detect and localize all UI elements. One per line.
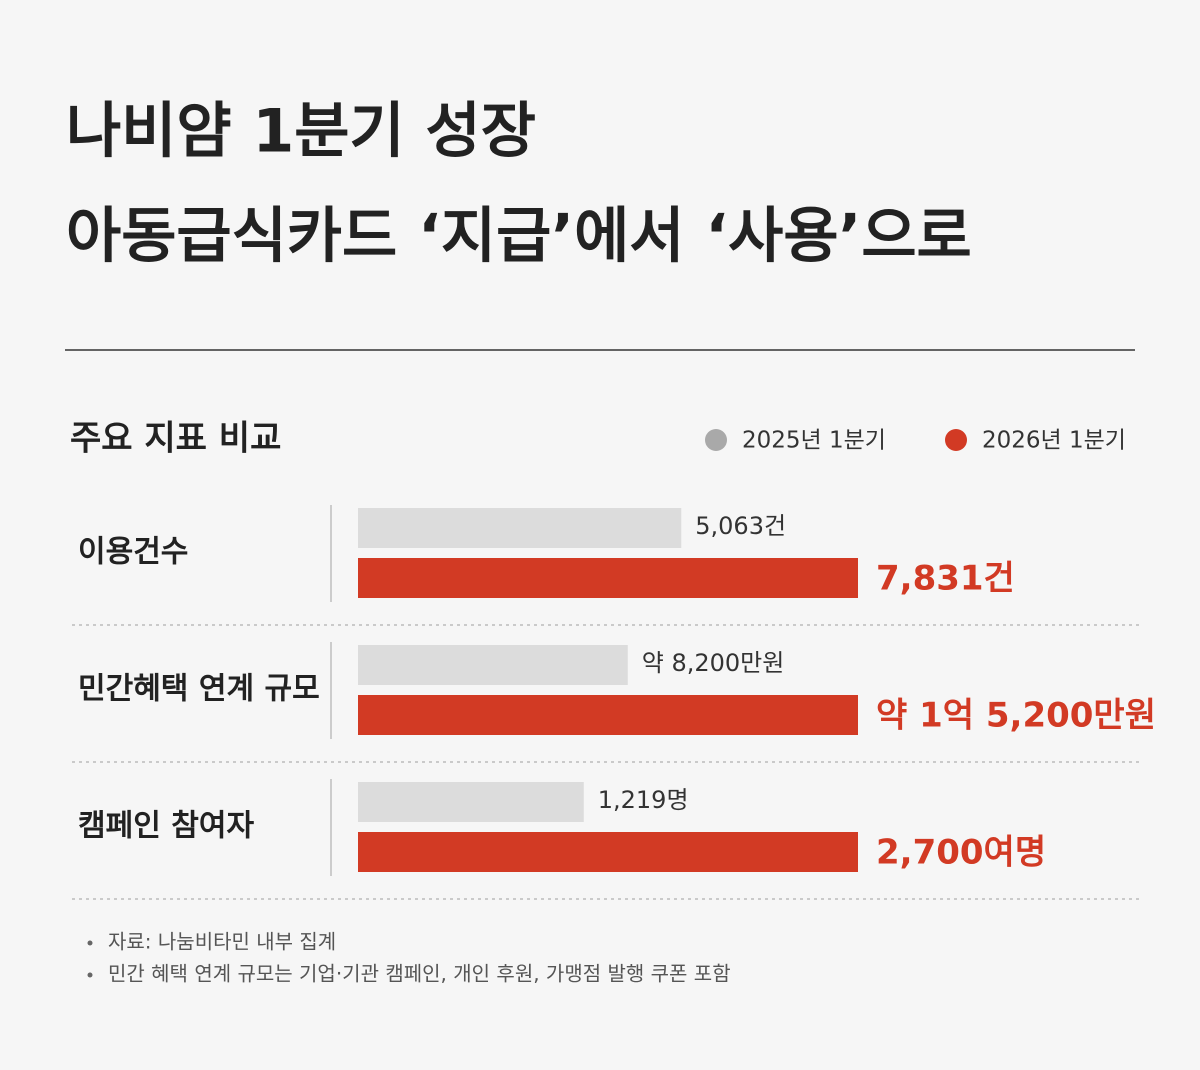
title-line: 아동급식카드 ‘지급’에서 ‘사용’으로	[66, 202, 972, 272]
value-label: 약 8,200만원	[642, 649, 785, 677]
value-label: 1,219명	[598, 786, 689, 814]
legend-label: 2025년 1분기	[742, 428, 886, 454]
value-label: 7,831건	[876, 559, 1015, 599]
bar	[358, 695, 858, 735]
bar	[358, 508, 682, 548]
category-label: 이용건수	[78, 535, 188, 570]
title-line: 나비얌 1분기 성장	[66, 97, 536, 167]
legend-label: 2026년 1분기	[982, 428, 1126, 454]
note-bullet	[87, 972, 93, 978]
bar	[358, 832, 858, 872]
category-label: 민간혜택 연계 규모	[78, 672, 320, 707]
bar	[358, 782, 584, 822]
value-label: 2,700여명	[876, 833, 1046, 873]
bar	[358, 558, 858, 598]
section-title: 주요 지표 비교	[70, 419, 281, 459]
bar	[358, 645, 628, 685]
note: 자료: 나눔비타민 내부 집계	[108, 930, 336, 954]
note: 민간 혜택 연계 규모는 기업·기관 캠페인, 개인 후원, 가맹점 발행 쿠폰…	[108, 962, 731, 986]
value-label: 약 1억 5,200만원	[876, 696, 1156, 736]
note-bullet	[87, 940, 93, 946]
category-label: 캠페인 참여자	[78, 809, 254, 844]
legend-marker	[705, 429, 727, 451]
value-label: 5,063건	[695, 512, 786, 540]
legend-marker	[945, 429, 967, 451]
